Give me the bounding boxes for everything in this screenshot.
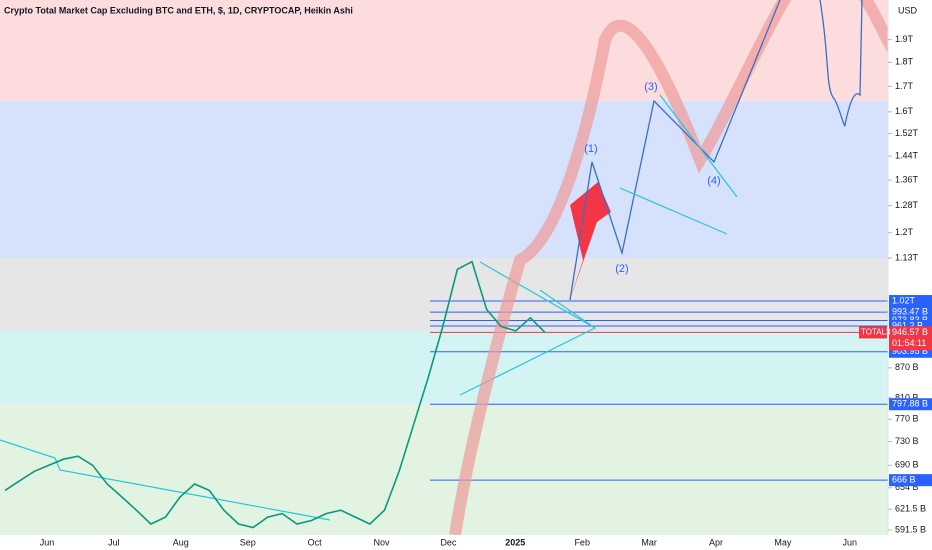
time-axis — [0, 535, 932, 550]
y-tick-label: 621.5 B — [895, 504, 926, 514]
y-tick-label: 1.13T — [895, 252, 919, 262]
y-tick-label: 1.52T — [895, 128, 919, 138]
x-tick-label: May — [774, 537, 792, 547]
projection-lines — [619, 94, 738, 235]
x-tick-label: 2025 — [505, 537, 525, 547]
price-tag-label: 903.95 B — [892, 346, 928, 356]
x-tick-label: Sep — [240, 537, 256, 547]
countdown: 01:54:11 — [892, 338, 926, 348]
y-tick-label: 1.2T — [895, 227, 914, 237]
x-tick-label: Jun — [843, 537, 858, 547]
zone — [0, 404, 888, 535]
arrow — [567, 182, 611, 308]
y-tick-label: 690 B — [895, 460, 919, 470]
price-tag-label: 666 B — [892, 475, 916, 485]
price-tag — [889, 398, 932, 411]
y-tick-label: 1.6T — [895, 106, 914, 116]
x-tick-label: Feb — [574, 537, 590, 547]
last-price-tag — [889, 326, 932, 351]
price-tag-label: 797.88 B — [892, 399, 928, 409]
annotation: (4) — [707, 175, 720, 187]
x-tick-label: Nov — [373, 537, 390, 547]
y-tick-label: 654 B — [895, 482, 919, 492]
price-tag-label: 961.2 B — [892, 320, 923, 330]
projection — [569, 0, 863, 301]
y-tick-label: 730 B — [895, 436, 919, 446]
price-line — [4, 260, 546, 529]
series-tag-label: TOTAL3 — [861, 328, 891, 337]
price-tag — [889, 474, 932, 487]
zone — [0, 330, 888, 405]
y-tick-label: 1.7T — [895, 81, 914, 91]
y-tick-label: 1.44T — [895, 151, 919, 161]
y-tick-label: 1.8T — [895, 57, 914, 67]
y-tick-label: 1.36T — [895, 175, 919, 185]
x-tick-label: Mar — [641, 537, 657, 547]
zone — [0, 100, 888, 258]
price-tag-label: 993.47 B — [892, 306, 928, 316]
annotation: (2) — [615, 263, 628, 275]
price-axis — [888, 0, 932, 550]
annotation: (3) — [644, 81, 657, 93]
price-tag-label: 973.83 B — [892, 315, 928, 325]
y-tick-label: 591.5 B — [895, 524, 926, 534]
x-tick-label: Oct — [308, 537, 323, 547]
y-tick-label: 770 B — [895, 414, 919, 424]
series-tag — [859, 326, 887, 339]
chart-title: Crypto Total Market Cap Excluding BTC an… — [4, 5, 353, 15]
y-tick-label: 870 B — [895, 362, 919, 372]
x-tick-label: Dec — [440, 537, 457, 547]
x-tick-label: Jun — [40, 537, 55, 547]
price-tag-label: 1.02T — [892, 295, 916, 305]
x-tick-label: Aug — [173, 537, 189, 547]
currency: USD — [898, 5, 918, 15]
annotation: (1) — [584, 143, 597, 155]
x-tick-label: Apr — [709, 537, 723, 547]
y-tick-label: 1.28T — [895, 200, 919, 210]
x-tick-label: Jul — [108, 537, 120, 547]
price-tag — [889, 295, 932, 308]
y-tick-label: 1.9T — [895, 34, 914, 44]
last-price-label: 946.57 B — [892, 327, 928, 337]
y-tick-label: 810 B — [895, 392, 919, 402]
